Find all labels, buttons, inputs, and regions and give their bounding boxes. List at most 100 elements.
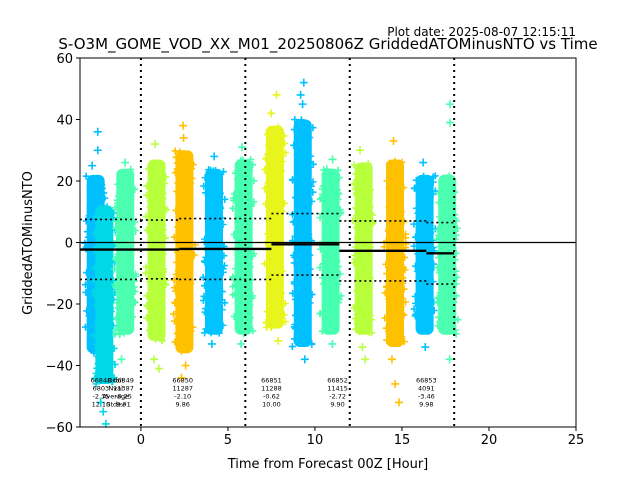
data-point <box>129 313 137 321</box>
data-point <box>232 265 240 273</box>
data-point <box>294 158 302 166</box>
data-point <box>94 360 102 368</box>
data-point <box>392 251 400 259</box>
data-point <box>101 323 109 331</box>
data-point <box>172 206 180 214</box>
data-point <box>319 260 327 268</box>
data-point <box>299 78 308 87</box>
data-point <box>127 165 135 173</box>
data-point <box>387 172 395 180</box>
data-point <box>162 173 170 181</box>
y-tick-label: −40 <box>46 360 73 375</box>
data-point <box>183 259 191 267</box>
data-point <box>150 140 159 149</box>
data-point <box>116 331 124 339</box>
data-point <box>237 156 245 164</box>
data-point <box>453 273 461 281</box>
data-point <box>200 182 208 190</box>
data-point <box>394 171 402 179</box>
data-point <box>85 269 93 277</box>
data-point <box>144 165 152 173</box>
data-point <box>382 283 390 291</box>
data-point <box>131 218 139 226</box>
data-point <box>326 285 334 293</box>
data-point <box>388 292 396 300</box>
data-point <box>395 176 403 184</box>
data-point <box>271 247 279 255</box>
data-point <box>291 324 299 332</box>
stat-line: -2.72 <box>329 392 346 400</box>
data-point <box>302 142 310 150</box>
x-axis: 0 5 10 15 20 25 <box>137 427 584 448</box>
data-point <box>426 199 434 207</box>
data-point <box>118 219 126 227</box>
data-point <box>325 286 333 294</box>
data-point <box>146 203 154 211</box>
data-point <box>364 198 372 206</box>
data-point <box>180 250 188 258</box>
data-point <box>421 196 429 204</box>
data-point <box>385 225 393 233</box>
data-point <box>214 304 222 312</box>
data-point <box>188 174 196 182</box>
data-point <box>152 335 160 343</box>
data-point <box>150 194 158 202</box>
data-point <box>98 181 106 189</box>
data-point <box>398 311 406 319</box>
data-point <box>387 266 395 274</box>
data-point <box>278 139 286 147</box>
data-point <box>267 109 276 118</box>
data-point <box>307 182 315 190</box>
data-point <box>436 213 444 221</box>
data-point <box>297 116 305 124</box>
data-point <box>188 165 196 173</box>
data-point <box>435 313 443 321</box>
data-point <box>92 302 100 310</box>
data-point <box>106 250 114 258</box>
data-point <box>94 373 102 381</box>
data-point <box>436 242 444 250</box>
y-axis: −60 −40 −20 0 20 40 60 <box>46 52 80 436</box>
data-point <box>213 233 221 241</box>
stat-line: -2.35 <box>92 392 109 400</box>
data-point <box>210 178 218 186</box>
data-point <box>454 316 462 324</box>
data-point <box>290 323 298 331</box>
data-point <box>442 278 450 286</box>
data-point <box>402 298 410 306</box>
data-point <box>132 226 140 234</box>
data-point <box>392 190 400 198</box>
data-point <box>156 203 164 211</box>
data-point <box>129 230 137 238</box>
data-point <box>201 257 209 265</box>
data-point <box>364 190 372 198</box>
y-axis-label: GriddedATOMinusNTO <box>21 171 36 315</box>
data-point <box>185 219 193 227</box>
data-point <box>156 185 164 193</box>
data-point <box>159 250 167 258</box>
data-point <box>442 295 450 303</box>
data-point <box>299 188 307 196</box>
data-point <box>127 223 135 231</box>
data-point <box>270 226 278 234</box>
data-point <box>398 294 406 302</box>
data-point <box>205 166 213 174</box>
data-point <box>396 336 404 344</box>
data-point <box>425 178 433 186</box>
data-point <box>421 232 429 240</box>
data-point <box>216 189 224 197</box>
stat-line: 66850 <box>172 376 193 384</box>
data-point <box>440 237 448 245</box>
series-cluster-13 <box>433 100 462 364</box>
data-point <box>207 339 216 348</box>
data-point <box>278 267 286 275</box>
data-point <box>353 189 361 197</box>
data-point <box>230 194 238 202</box>
data-point <box>451 326 459 334</box>
data-point <box>298 168 306 176</box>
data-point <box>152 216 160 224</box>
data-point <box>444 306 452 314</box>
data-point <box>392 293 400 301</box>
data-point <box>354 275 362 283</box>
data-point <box>218 306 226 314</box>
